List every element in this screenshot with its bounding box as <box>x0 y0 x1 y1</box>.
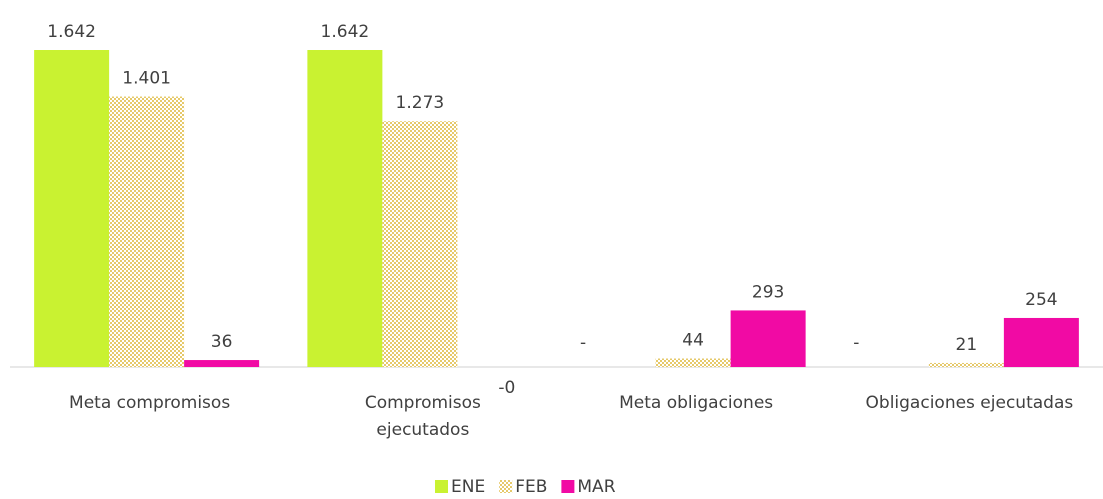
data-label: 1.642 <box>321 22 370 42</box>
bar <box>34 50 110 367</box>
data-label: 1.273 <box>396 93 445 113</box>
bar <box>382 121 458 367</box>
data-label: -0 <box>498 378 515 398</box>
x-tick-label: Obligaciones ejecutadas <box>866 393 1074 413</box>
data-label: 21 <box>956 335 978 355</box>
label-line: ejecutados <box>376 420 469 440</box>
bar <box>307 50 383 367</box>
label-line: Compromisos <box>365 393 481 413</box>
legend-swatch <box>561 480 575 493</box>
bar <box>184 360 260 367</box>
bar <box>730 310 806 367</box>
legend-label: FEB <box>515 477 547 497</box>
legend-swatch <box>435 480 448 493</box>
bar <box>655 358 731 367</box>
x-tick-label: Meta compromisos <box>69 393 230 413</box>
data-label: 1.401 <box>122 69 171 89</box>
data-label: 44 <box>682 331 704 351</box>
bar <box>928 362 1004 367</box>
data-label: 1.642 <box>47 22 96 42</box>
data-label: - <box>580 333 586 353</box>
legend-label: MAR <box>577 477 615 497</box>
legend-label: ENE <box>451 477 485 497</box>
legend-swatch <box>499 480 513 493</box>
data-label: - <box>853 333 859 353</box>
x-tick-label: Meta obligaciones <box>619 393 773 413</box>
data-label: 293 <box>752 282 784 302</box>
bar <box>1003 317 1079 367</box>
data-label: 254 <box>1025 290 1057 310</box>
bar <box>109 96 185 367</box>
data-label: 36 <box>211 332 233 352</box>
x-tick-label: Compromisos ejecutados <box>365 393 481 440</box>
